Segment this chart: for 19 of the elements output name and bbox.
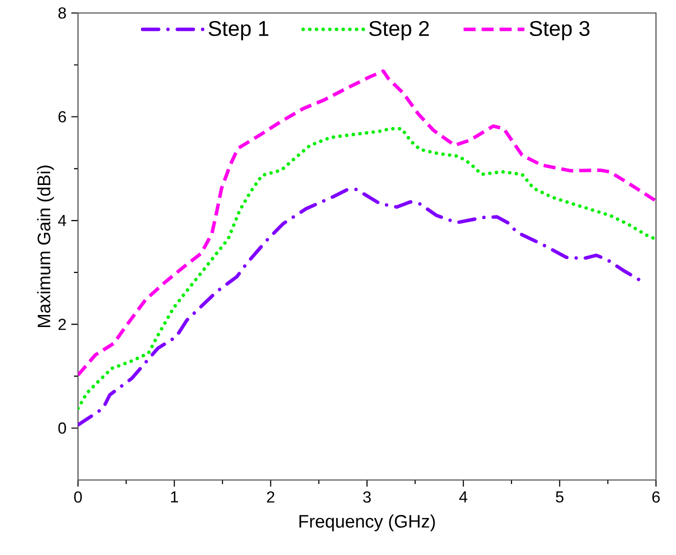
y-tick-label: 0	[58, 422, 66, 434]
line-series	[78, 69, 656, 377]
y-tick-label: 6	[58, 111, 66, 122]
x-tick-label: 0	[74, 491, 82, 503]
x-tick-label: 3	[363, 491, 371, 503]
x-tick-label: 2	[267, 491, 274, 503]
legend-label: Step 3	[530, 20, 590, 40]
x-tick-label: 4	[459, 491, 468, 502]
y-tick-label: 8	[58, 7, 66, 19]
legend-label: Step 2	[369, 20, 429, 40]
line-series	[78, 126, 656, 410]
y-tick-label: 2	[58, 318, 66, 330]
x-tick-label: 5	[556, 491, 564, 503]
y-axis-title: Maximum Gain (dBi)	[37, 166, 54, 328]
x-tick-label: 1	[171, 491, 178, 502]
y-tick-label: 4	[58, 215, 66, 226]
legend-label: Step 1	[208, 20, 268, 40]
x-axis-title: Frequency (GHz)	[299, 514, 435, 532]
x-tick-label: 6	[652, 491, 660, 503]
